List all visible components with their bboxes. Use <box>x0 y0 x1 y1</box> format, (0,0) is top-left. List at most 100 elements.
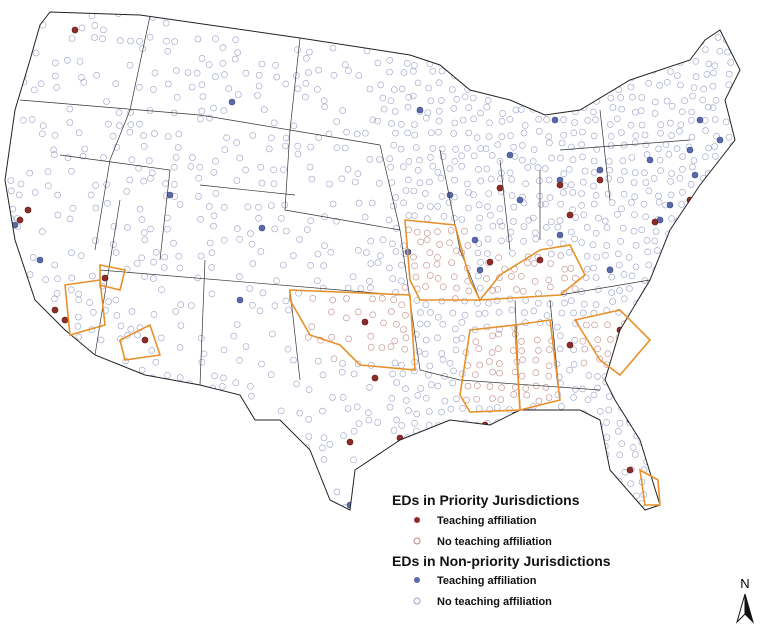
ed-dot <box>136 477 143 484</box>
ed-dot <box>713 227 721 234</box>
ed-dot <box>303 54 310 62</box>
ed-dot <box>339 394 347 401</box>
ed-dot <box>536 128 543 135</box>
ed-dot <box>641 169 648 177</box>
ed-dot <box>521 122 529 129</box>
ed-dot <box>557 36 565 43</box>
ed-dot <box>700 384 708 391</box>
ed-dot <box>631 511 637 517</box>
ed-dot <box>535 397 543 405</box>
ed-dot <box>602 55 610 62</box>
ed-dot <box>374 59 382 67</box>
ed-dot <box>640 299 648 306</box>
ed-dot <box>556 217 564 224</box>
ed-dot <box>568 95 576 103</box>
ed-dot <box>626 374 634 381</box>
ed-dot <box>496 184 504 192</box>
ed-dot <box>679 404 687 412</box>
ed-dot <box>569 69 577 77</box>
ed-dot <box>248 392 255 400</box>
ed-dot <box>657 129 664 137</box>
ed-dot <box>389 275 397 283</box>
ed-dot <box>739 241 740 248</box>
ed-dot <box>675 264 683 272</box>
ed-dot <box>451 325 459 333</box>
ed-dot <box>242 343 250 350</box>
ed-dot <box>722 238 729 246</box>
ed-dot <box>614 56 622 64</box>
ed-dot <box>714 241 721 249</box>
ed-dot <box>729 431 736 439</box>
ed-dot <box>470 191 477 198</box>
ed-dot <box>474 249 482 257</box>
ed-dot <box>27 338 35 345</box>
ed-dot <box>184 397 191 405</box>
ed-dot <box>677 81 684 89</box>
ed-dot <box>328 333 335 341</box>
ed-dot <box>698 285 706 293</box>
ed-dot <box>475 405 483 412</box>
ed-dots <box>5 12 740 517</box>
ed-dot <box>548 13 556 21</box>
ed-dot <box>172 154 180 161</box>
ed-dot <box>704 103 712 111</box>
ed-dot <box>523 391 531 399</box>
ed-dot <box>631 211 638 218</box>
ed-dot <box>136 84 143 91</box>
ed-dot <box>440 213 448 220</box>
ed-dot <box>602 252 609 259</box>
ed-dot <box>462 419 469 427</box>
ed-dot <box>367 284 374 292</box>
ed-dot <box>484 250 491 257</box>
ed-dot <box>314 357 322 365</box>
ed-dot <box>220 236 228 244</box>
ed-dot <box>545 37 553 44</box>
ed-dot <box>272 62 279 69</box>
ed-dot <box>198 55 206 62</box>
ed-dot <box>410 253 417 261</box>
ed-dot <box>486 258 494 266</box>
ed-dot <box>124 440 131 448</box>
ed-dot <box>607 22 615 29</box>
ed-dot <box>654 297 662 305</box>
ed-dot <box>198 81 206 89</box>
ed-dot <box>482 469 489 477</box>
ed-dot <box>249 132 256 139</box>
ed-dot <box>16 216 24 224</box>
ed-dot <box>712 97 720 104</box>
ed-dot <box>390 202 397 210</box>
ed-dot <box>567 297 575 305</box>
ed-dot <box>174 415 182 422</box>
ed-dot <box>426 12 434 18</box>
ed-dot <box>476 361 484 369</box>
ed-dot <box>399 464 407 471</box>
ed-dot <box>593 253 601 261</box>
ed-dot <box>638 94 646 101</box>
ed-dot <box>607 336 614 343</box>
ed-dot <box>280 261 287 269</box>
ed-dot <box>641 384 649 391</box>
ed-dot <box>64 154 72 161</box>
ed-dot <box>249 301 256 309</box>
ed-dot <box>637 13 645 21</box>
ed-dot <box>713 440 720 448</box>
ed-dot <box>535 347 542 354</box>
ed-dot <box>139 488 147 496</box>
ed-dot <box>150 258 157 266</box>
ed-dot <box>438 193 446 200</box>
ed-dot <box>652 228 660 235</box>
ed-dot <box>152 462 159 470</box>
ed-dot <box>398 85 406 93</box>
ed-dot <box>380 105 388 113</box>
ed-dot <box>43 343 51 351</box>
ed-dot <box>44 383 52 391</box>
ed-dot <box>363 249 370 256</box>
ed-dot <box>441 397 449 405</box>
ed-dot <box>212 157 219 165</box>
ed-dot <box>475 166 482 173</box>
ed-dot <box>609 104 617 111</box>
ed-dot <box>220 107 228 114</box>
ed-dot <box>580 300 588 308</box>
ed-dot <box>166 191 174 199</box>
ed-dot <box>412 144 420 151</box>
